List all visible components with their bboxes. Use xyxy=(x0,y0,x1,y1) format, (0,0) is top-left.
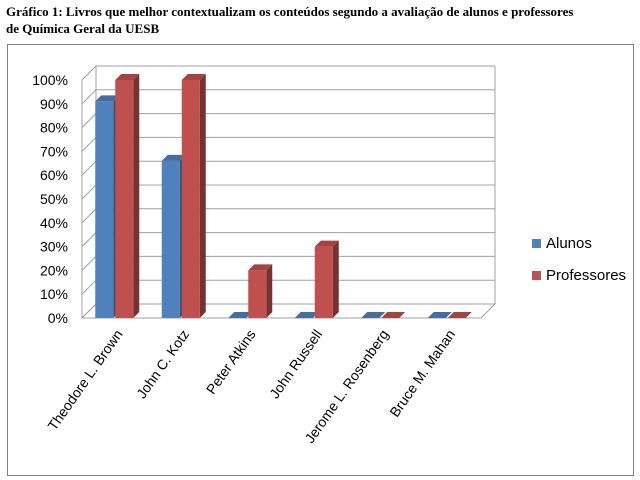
bar-top xyxy=(95,95,120,102)
bar-side xyxy=(133,74,140,318)
bar xyxy=(115,80,134,318)
bar-top xyxy=(294,312,319,318)
x-tick-label: Peter Atkins xyxy=(203,327,259,397)
bar xyxy=(181,80,200,318)
bar-top xyxy=(181,74,206,80)
x-tick-label: John Russell xyxy=(266,327,325,402)
bar-top xyxy=(115,74,140,80)
gridline xyxy=(81,65,495,81)
y-tick-label: 80% xyxy=(40,120,68,136)
bar xyxy=(95,101,114,318)
bar-top xyxy=(314,240,339,247)
legend-swatch xyxy=(532,271,541,280)
bar-top xyxy=(381,312,406,318)
legend-label: Alunos xyxy=(546,235,592,252)
x-tick-label: John C. Kotz xyxy=(133,327,192,402)
bar xyxy=(248,270,267,318)
y-tick-label: 0% xyxy=(48,310,68,326)
bar-top xyxy=(161,154,186,161)
y-tick-label: 60% xyxy=(40,167,68,183)
bar xyxy=(161,160,180,318)
legend-label: Professores xyxy=(546,267,626,284)
bar-top xyxy=(228,312,253,318)
bar xyxy=(314,246,333,318)
x-tick-label: Theodore L. Brown xyxy=(44,327,125,434)
y-tick-label: 50% xyxy=(40,191,68,207)
bar-top xyxy=(447,312,472,318)
gridline xyxy=(81,89,495,105)
y-tick-label: 30% xyxy=(40,239,68,255)
chart-title-line1: Gráfico 1: Livros que melhor contextuali… xyxy=(6,4,574,19)
bar-side xyxy=(332,240,339,318)
x-tick-label: Bruce M. Mahan xyxy=(386,327,458,420)
y-tick-label: 40% xyxy=(40,215,68,231)
y-tick-label: 100% xyxy=(32,72,68,88)
y-tick-label: 20% xyxy=(40,262,68,278)
bar-top xyxy=(248,264,273,271)
legend-swatch xyxy=(532,239,541,248)
chart-title-line2: de Química Geral da UESB xyxy=(6,21,160,36)
bar-top xyxy=(361,312,386,318)
y-tick-label: 70% xyxy=(40,143,68,159)
bar-side xyxy=(266,264,273,318)
bar-top xyxy=(427,312,452,318)
bar-side xyxy=(199,74,206,318)
y-tick-label: 10% xyxy=(40,286,68,302)
y-tick-label: 90% xyxy=(40,96,68,112)
chart-title: Gráfico 1: Livros que melhor contextuali… xyxy=(6,3,636,37)
